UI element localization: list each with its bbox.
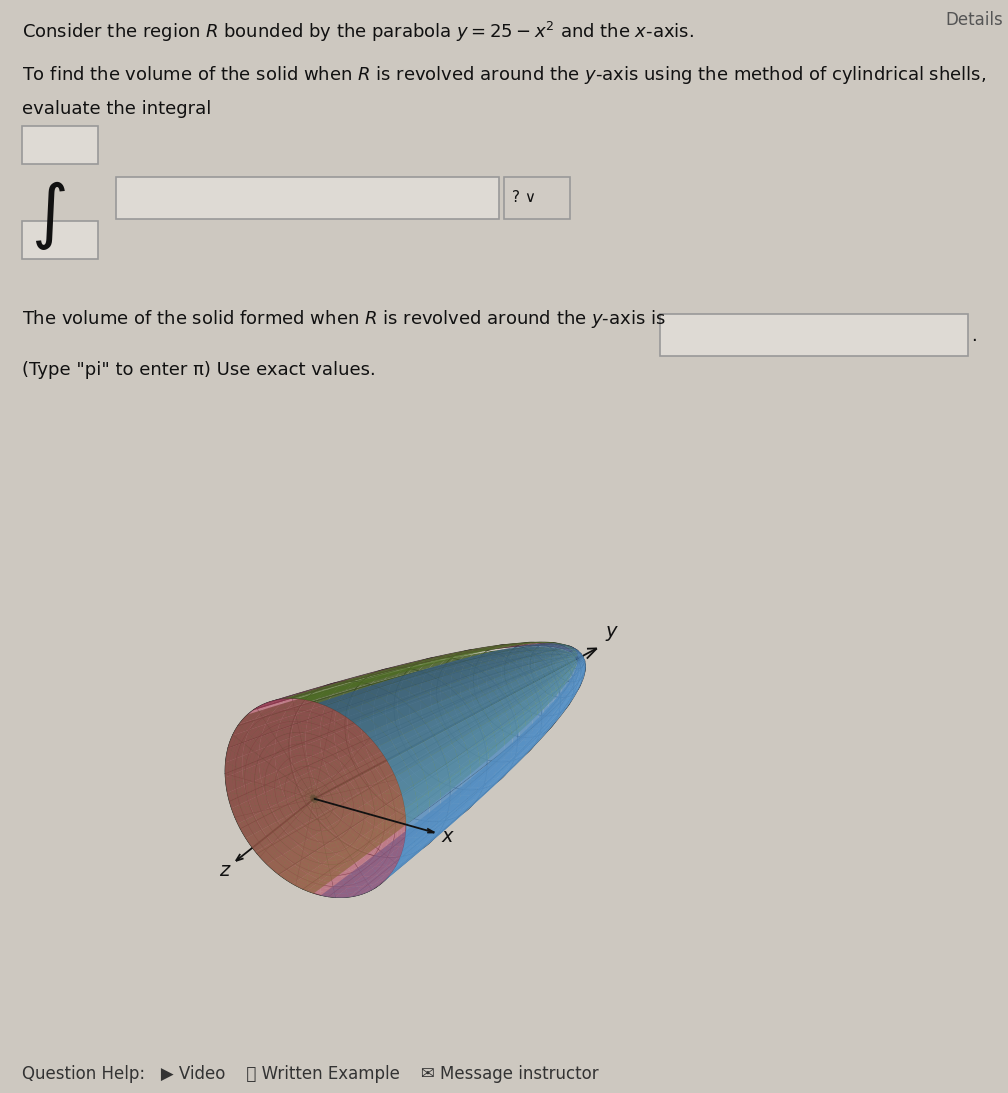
Text: $\int$: $\int$	[31, 179, 66, 252]
Text: .: .	[971, 327, 977, 344]
Text: The volume of the solid formed when $R$ is revolved around the $y$-axis is: The volume of the solid formed when $R$ …	[22, 307, 666, 330]
Text: Details: Details	[946, 11, 1003, 30]
Bar	[504, 177, 570, 219]
Bar	[22, 126, 98, 164]
Text: To find the volume of the solid when $R$ is revolved around the $y$-axis using t: To find the volume of the solid when $R$…	[22, 64, 986, 86]
Text: ? ∨: ? ∨	[512, 190, 536, 205]
Text: (Type "pi" to enter π) Use exact values.: (Type "pi" to enter π) Use exact values.	[22, 361, 376, 379]
Text: Question Help:   ▶ Video    📄 Written Example    ✉ Message instructor: Question Help: ▶ Video 📄 Written Example…	[22, 1065, 599, 1083]
Text: evaluate the integral: evaluate the integral	[22, 99, 212, 118]
Bar	[660, 315, 968, 356]
Bar	[116, 177, 499, 219]
Bar	[22, 221, 98, 259]
Text: Consider the region $R$ bounded by the parabola $y = 25 - x^2$ and the $x$-axis.: Consider the region $R$ bounded by the p…	[22, 20, 694, 44]
